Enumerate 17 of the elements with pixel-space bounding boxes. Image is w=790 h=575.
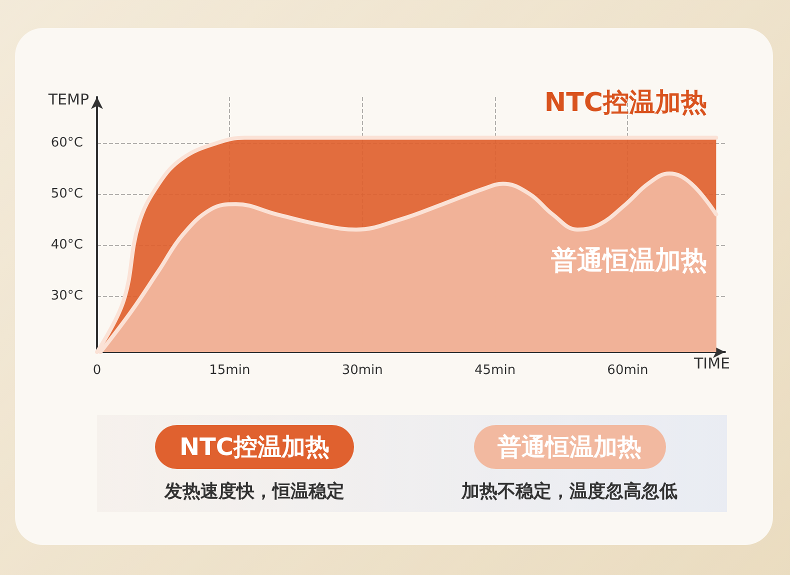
x-axis-title: TIME (692, 354, 730, 372)
x-tick-label: 45min (474, 363, 516, 378)
series-label: 普通恒温加热 (550, 245, 707, 276)
y-axis-title: TEMP (47, 90, 89, 108)
y-tick-label: 40°C (50, 237, 83, 252)
y-tick-label: 30°C (50, 288, 83, 304)
y-tick-label: 50°C (50, 186, 83, 202)
x-tick-label: 0 (92, 363, 102, 378)
text: 发热速度快，恒温稳定 (164, 480, 344, 502)
y-tick-label: 60°C (50, 135, 83, 150)
series-label: NTC控温加热 (544, 88, 707, 118)
text: 加热不稳定，温度忽高忽低 (462, 480, 678, 502)
text: NTC控温加热 (179, 432, 330, 460)
x-tick-label: 15min (209, 363, 250, 378)
x-tick-label: 60min (607, 363, 648, 378)
x-tick-label: 30min (342, 363, 383, 378)
text: 普通恒温加热 (498, 432, 642, 460)
